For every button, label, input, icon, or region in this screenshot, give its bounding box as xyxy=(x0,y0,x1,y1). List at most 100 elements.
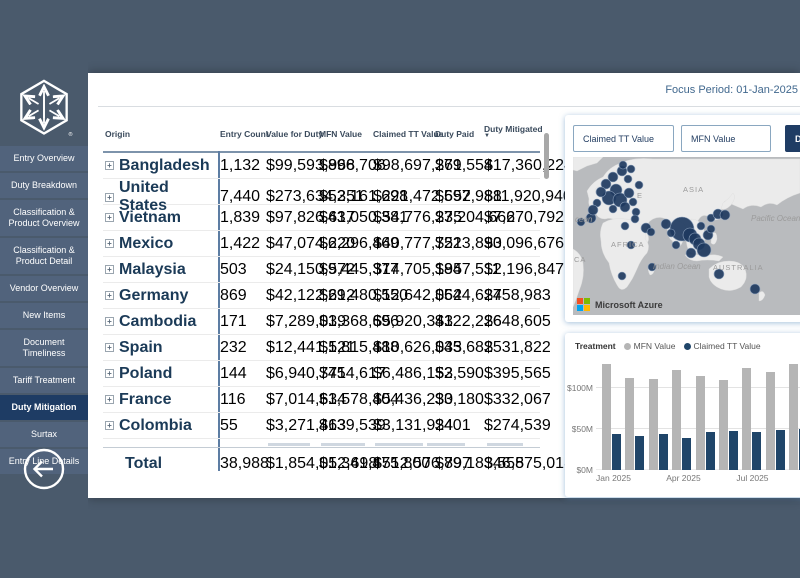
bar-claimed-tt-value[interactable] xyxy=(729,430,738,470)
map-bubble[interactable] xyxy=(619,201,631,213)
map-bubble[interactable] xyxy=(634,180,644,190)
bar-mfn-value[interactable] xyxy=(672,369,682,470)
column-header-entry-count[interactable]: Entry Count xyxy=(220,129,269,139)
bar-claimed-tt-value[interactable] xyxy=(658,433,668,470)
map-bubble[interactable] xyxy=(617,271,627,281)
column-header-mfn-value[interactable]: MFN Value xyxy=(319,129,362,139)
map-bubble[interactable] xyxy=(719,209,731,221)
legend-label: MFN Value xyxy=(633,341,676,351)
expand-row-icon[interactable]: + xyxy=(105,369,114,378)
map-bubble[interactable] xyxy=(628,197,638,207)
column-header-claimed-tt-value[interactable]: Claimed TT Value xyxy=(373,129,444,139)
table-scrollbar[interactable] xyxy=(544,133,549,179)
expand-row-icon[interactable]: + xyxy=(105,161,114,170)
map-bubble[interactable] xyxy=(618,160,628,170)
bar-mfn-value[interactable] xyxy=(765,372,775,470)
map-bubble[interactable] xyxy=(749,283,761,295)
value-cell: $3,131,924 xyxy=(373,416,454,434)
mfn-value-filter[interactable]: MFN Value xyxy=(681,125,771,152)
sidebar-item-surtax[interactable]: Surtax xyxy=(0,422,88,447)
duty-toggle-button[interactable]: D xyxy=(785,125,800,152)
origin-name: Poland xyxy=(119,364,173,382)
expand-row-icon[interactable]: + xyxy=(105,395,114,404)
bar-claimed-tt-value[interactable] xyxy=(682,438,692,470)
total-value-cell: $512,576,897 xyxy=(373,455,471,472)
map-bubble[interactable] xyxy=(706,224,716,234)
expand-row-icon[interactable]: + xyxy=(105,192,114,202)
bar-claimed-tt-value[interactable] xyxy=(705,432,715,470)
value-cell: $544,624 xyxy=(435,286,502,304)
bar-mfn-value[interactable] xyxy=(742,368,752,470)
column-header-duty-paid[interactable]: Duty Paid xyxy=(435,129,475,139)
expand-row-icon[interactable]: + xyxy=(105,421,114,430)
table-total-row: Total 38,988 $1,854,052,698 $1,341,475,800 $… xyxy=(103,449,573,479)
value-cell: $5,436,230 xyxy=(373,390,454,408)
sidebar-item-vendor-overview[interactable]: Vendor Overview xyxy=(0,276,88,301)
map-bubble[interactable] xyxy=(660,218,672,230)
expand-row-icon[interactable]: + xyxy=(105,317,114,326)
map-bubble[interactable] xyxy=(685,247,697,259)
expand-row-icon[interactable]: + xyxy=(105,291,114,300)
back-button[interactable] xyxy=(21,446,67,492)
sidebar-item-duty-breakdown[interactable]: Duty Breakdown xyxy=(0,173,88,198)
sidebar-item-tariff-treatment[interactable]: Tariff Treatment xyxy=(0,368,88,393)
map-bubble[interactable] xyxy=(626,164,636,174)
bar-mfn-value[interactable] xyxy=(602,364,611,470)
expand-row-icon[interactable]: + xyxy=(105,343,114,352)
map-bubble[interactable] xyxy=(623,187,635,199)
column-header-value-for-duty[interactable]: Value for Duty xyxy=(266,129,324,139)
sidebar-item-entry-overview[interactable]: Entry Overview xyxy=(0,146,88,171)
map-bubble[interactable] xyxy=(620,221,630,231)
map-bubble[interactable] xyxy=(713,268,725,280)
bar-mfn-value[interactable] xyxy=(625,378,635,470)
bar-mfn-value[interactable] xyxy=(695,375,705,470)
map-bubble[interactable] xyxy=(647,262,657,272)
microsoft-logo-icon xyxy=(577,298,590,311)
bar-claimed-tt-value[interactable] xyxy=(752,432,762,470)
hexagon-arrows-logo-icon: ® xyxy=(20,79,72,138)
bar-claimed-tt-value[interactable] xyxy=(775,429,785,470)
map-bubble[interactable] xyxy=(666,228,676,238)
sidebar-item-classification-product-overview[interactable]: Classification & Product Overview xyxy=(0,200,88,236)
expand-row-icon[interactable]: + xyxy=(105,239,114,248)
map-bubble[interactable] xyxy=(600,178,612,190)
sidebar-item-document-timeliness[interactable]: Document Timeliness xyxy=(0,330,88,366)
sidebar-item-duty-mitigation[interactable]: Duty Mitigation xyxy=(0,395,88,420)
azure-world-map[interactable]: ASIA E AFRICA AUSTRALIA CA Pacific Ocean India… xyxy=(573,157,800,315)
map-bubble[interactable] xyxy=(576,217,586,227)
sidebar-item-entry-line-details[interactable]: Entry Line Details xyxy=(0,449,88,474)
table-body: + Bangladesh 1,132 $99,593,968 $896,706 $98,6… xyxy=(103,153,573,448)
clipped-row xyxy=(103,439,540,448)
map-bubble[interactable] xyxy=(608,204,618,214)
map-bubble[interactable] xyxy=(671,240,681,250)
expand-row-icon[interactable]: + xyxy=(105,265,114,274)
column-header-origin[interactable]: Origin xyxy=(105,129,131,139)
bar-claimed-tt-value[interactable] xyxy=(612,433,621,470)
bar-mfn-value[interactable] xyxy=(648,378,658,470)
map-bubble[interactable] xyxy=(607,171,619,183)
sidebar-item-new-items[interactable]: New Items xyxy=(0,303,88,328)
map-bubble[interactable] xyxy=(630,214,640,224)
legend-item-claimed-tt-value[interactable]: Claimed TT Value xyxy=(683,341,761,351)
map-bubble[interactable] xyxy=(646,227,656,237)
bar-claimed-tt-value[interactable] xyxy=(635,435,645,470)
sidebar: ® Entry Overview Duty Breakdown Classifica… xyxy=(0,0,88,578)
map-bubble[interactable] xyxy=(587,204,599,216)
bar-mfn-value[interactable] xyxy=(789,364,799,470)
expand-row-icon[interactable]: + xyxy=(105,213,114,222)
app-logo: ® xyxy=(0,74,88,144)
bar-mfn-value[interactable] xyxy=(719,379,728,470)
claimed-tt-value-filter[interactable]: Claimed TT Value xyxy=(573,125,674,152)
map-bubble[interactable] xyxy=(595,186,607,198)
map-bubble[interactable] xyxy=(623,174,633,184)
map-bubble[interactable] xyxy=(626,240,636,250)
map-bubble[interactable] xyxy=(696,221,706,231)
column-header-duty-mitigated[interactable]: Duty Mitigated ▼ xyxy=(484,124,543,139)
value-cell: $597,988 xyxy=(435,188,502,205)
map-bubble[interactable] xyxy=(696,242,712,258)
map-bubble[interactable] xyxy=(631,207,641,217)
legend-item-mfn-value[interactable]: MFN Value xyxy=(623,341,676,351)
value-cell: $7,204,666 xyxy=(435,208,516,226)
sidebar-item-classification-product-detail[interactable]: Classification & Product Detail xyxy=(0,238,88,274)
value-cell: $273,634,351 xyxy=(266,188,364,205)
